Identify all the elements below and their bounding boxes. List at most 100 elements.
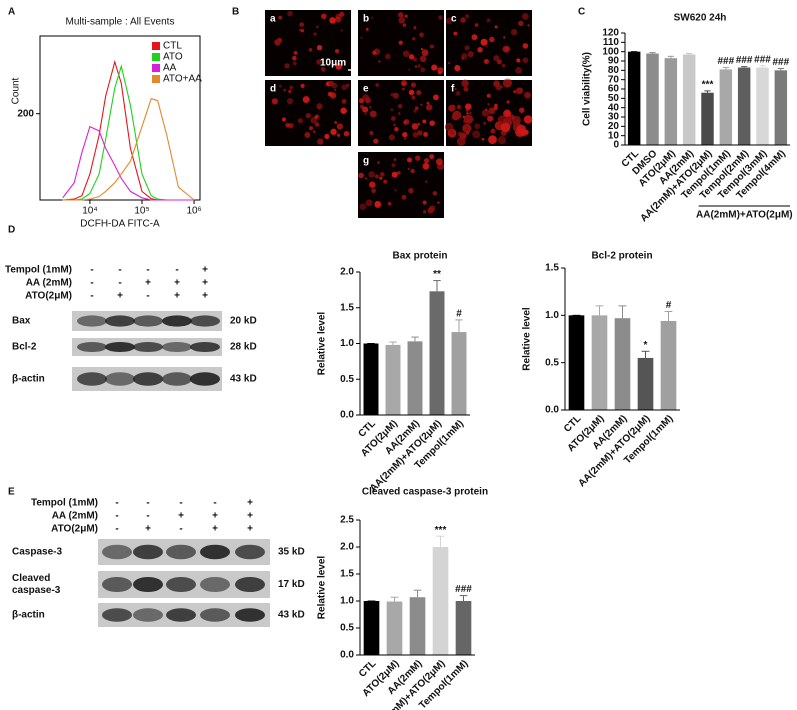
cell [329, 17, 336, 24]
treatment-sign: - [146, 498, 149, 509]
blot-band [105, 372, 135, 386]
y-tick-label: 2.0 [340, 542, 354, 553]
treatment-label: AA (2mM) [52, 511, 98, 522]
cell [371, 188, 376, 193]
chart-title: Bcl-2 protein [591, 251, 652, 262]
cell [447, 62, 451, 65]
band-label: β-actin [12, 610, 45, 621]
cell [283, 88, 287, 92]
error-bar [411, 336, 419, 342]
cell [364, 177, 368, 180]
cell [394, 127, 399, 132]
blot-band [77, 372, 107, 386]
cell [489, 36, 495, 43]
cell [490, 128, 496, 134]
band-size: 35 kD [278, 547, 305, 558]
bar [627, 51, 641, 145]
y-axis-label: Relative level [522, 307, 533, 371]
cell [314, 122, 320, 127]
cell [454, 87, 457, 91]
cell [420, 47, 424, 51]
band-size: 20 kD [230, 316, 257, 327]
y-tick-label: 80 [608, 65, 620, 76]
treatment-label: Tempol (1mM) [31, 498, 98, 509]
cell [456, 137, 466, 146]
cell [408, 89, 415, 96]
cell [522, 13, 529, 20]
treatment-label: Tempol (1mM) [5, 265, 72, 276]
blot-band [102, 576, 132, 593]
significance-label: ### [754, 54, 771, 65]
panel-letter: A [8, 7, 15, 18]
cell [384, 53, 391, 60]
treatment-sign: + [247, 498, 253, 509]
y-tick-label: 0.0 [340, 410, 354, 421]
cell [464, 45, 470, 51]
blot-band [166, 608, 196, 622]
cell [339, 11, 345, 17]
treatment-sign: - [179, 498, 182, 509]
cell [438, 70, 442, 75]
cell [461, 79, 469, 88]
cell [462, 115, 465, 119]
cell [420, 103, 423, 106]
cell [461, 57, 464, 60]
image-label: f [451, 84, 455, 95]
significance-label: ### [772, 57, 789, 68]
cell [525, 92, 530, 98]
y-tick-label: 30 [608, 112, 620, 123]
cell [336, 133, 341, 137]
blot-band [166, 544, 196, 560]
cell [335, 16, 342, 23]
cell [278, 15, 283, 20]
cell [402, 81, 406, 86]
cell [316, 59, 322, 65]
cell [493, 80, 500, 87]
cell [393, 158, 397, 161]
cell [494, 103, 498, 108]
cell [316, 115, 320, 119]
cell [327, 91, 333, 97]
y-tick-label: 90 [608, 56, 620, 67]
y-axis-label: Relative level [317, 556, 328, 620]
cell [401, 87, 405, 91]
y-tick-label: 0.0 [545, 405, 559, 416]
error-bar [390, 596, 399, 602]
cell [365, 27, 369, 31]
blot-band [162, 372, 192, 386]
y-tick-label: 1.0 [340, 338, 354, 349]
scale-label: 10μm [320, 58, 346, 69]
cell [373, 138, 379, 144]
cell [401, 194, 407, 200]
cell [316, 25, 319, 28]
bar [568, 315, 585, 410]
image-label: a [270, 14, 276, 25]
treatment-sign: + [174, 278, 180, 289]
blot-band [133, 315, 163, 327]
error-bar [433, 280, 441, 292]
cell [340, 107, 347, 114]
error-bar [704, 90, 711, 93]
cell [422, 119, 427, 124]
cell [424, 180, 428, 184]
image-label: e [363, 84, 369, 95]
cell [285, 122, 290, 128]
band-size: 17 kD [278, 579, 305, 590]
cell [379, 171, 385, 177]
bar [591, 315, 608, 410]
cell [360, 36, 363, 39]
treatment-sign: - [118, 278, 121, 289]
cell [334, 88, 337, 91]
blot-band [133, 372, 163, 386]
error-bar [722, 67, 729, 70]
cell [324, 133, 330, 140]
legend-label: AA [163, 63, 177, 74]
cell [316, 44, 323, 51]
cell [414, 106, 419, 111]
cell [334, 121, 338, 124]
cell [378, 60, 381, 63]
blot-band [133, 576, 163, 593]
y-tick-label: 60 [608, 84, 620, 95]
cell [287, 10, 293, 17]
significance-label: *** [435, 525, 447, 536]
